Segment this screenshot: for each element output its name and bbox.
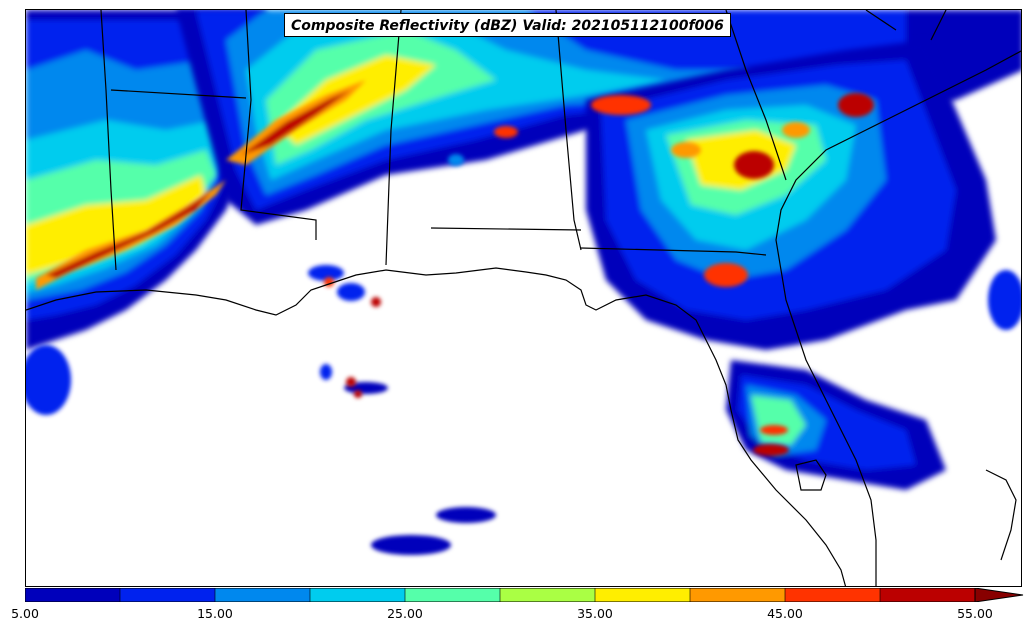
- storm-region-east: [586, 40, 996, 350]
- scattered-cells: [26, 154, 1021, 555]
- state-border: [430, 227, 582, 231]
- colorbar-tick-label: 25.00: [387, 606, 423, 621]
- colorbar-tick-label: 35.00: [577, 606, 613, 621]
- colorbar-segment: [500, 588, 596, 602]
- state-border: [555, 10, 582, 251]
- atlantic-coastline: [775, 50, 1021, 586]
- bahamas-coast: [985, 469, 1017, 561]
- colorbar-segment: [120, 588, 216, 602]
- state-border: [110, 89, 247, 99]
- colorbar-segment: [785, 588, 881, 602]
- colorbar-tick-label: 45.00: [767, 606, 803, 621]
- colorbar-segment: [25, 588, 121, 602]
- state-border: [865, 10, 897, 31]
- reflectivity-map: [26, 10, 1021, 586]
- state-border: [240, 10, 317, 240]
- colorbar: [25, 588, 1024, 602]
- colorbar-segment: [595, 588, 691, 602]
- colorbar-segment: [310, 588, 406, 602]
- state-border: [100, 10, 117, 271]
- map-panel: [25, 9, 1022, 587]
- colorbar-segment: [405, 588, 501, 602]
- colorbar-tick-label: 15.00: [197, 606, 233, 621]
- colorbar-tick-label: 55.00: [957, 606, 993, 621]
- state-border: [930, 10, 947, 41]
- intense-cores: [36, 80, 874, 456]
- colorbar-tick-label: 5.00: [11, 606, 39, 621]
- map-title: Composite Reflectivity (dBZ) Valid: 2021…: [284, 13, 731, 37]
- geographic-boundaries: [26, 10, 1021, 586]
- state-border: [725, 10, 787, 181]
- colorbar-segment: [690, 588, 786, 602]
- colorbar-segments: [25, 588, 1024, 602]
- lake-okeechobee: [795, 459, 827, 491]
- colorbar-outline: [25, 588, 976, 602]
- gulf-coastline: [26, 267, 847, 586]
- colorbar-extend-arrow: [974, 588, 1024, 602]
- state-border: [580, 247, 767, 256]
- colorbar-segment: [215, 588, 311, 602]
- colorbar-segment: [880, 588, 976, 602]
- state-border: [385, 10, 402, 266]
